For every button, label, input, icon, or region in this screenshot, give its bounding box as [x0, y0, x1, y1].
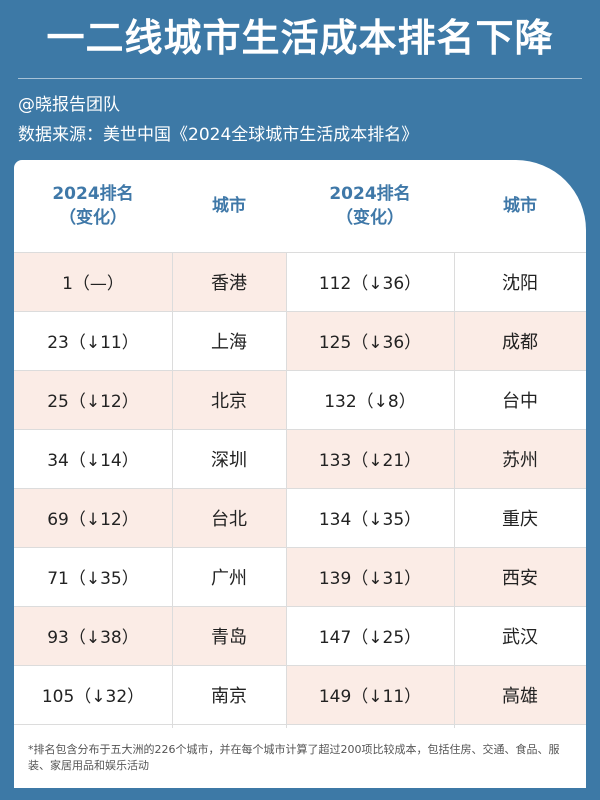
table-cell-city: 香港	[172, 252, 286, 311]
table-cell-rank: 125（↓36）	[286, 311, 454, 370]
table-cell-rank: 112（↓36）	[318, 274, 422, 294]
grid-line	[14, 370, 586, 371]
table-cell-city: 武汉	[502, 626, 538, 648]
header-rank-line1: 2024排名	[52, 184, 134, 204]
table-cell-rank: 132（↓8）	[324, 392, 416, 412]
table-cell-city: 成都	[454, 311, 586, 370]
table-cell-city: 西安	[454, 547, 586, 606]
header-city-text: 城市	[212, 196, 246, 216]
grid-line	[14, 724, 586, 725]
grid-line	[14, 606, 586, 607]
author-label: @晓报告团队	[18, 95, 120, 115]
table-cell-rank: 1（—）	[14, 252, 172, 311]
table-cell-rank: 25（↓12）	[14, 370, 172, 429]
header-city-text: 城市	[503, 196, 537, 216]
table-cell-city: 重庆	[502, 508, 538, 530]
table-cell-rank: 147（↓25）	[318, 628, 422, 648]
table-cell-city: 广州	[211, 567, 247, 589]
table-cell-rank: 133（↓21）	[286, 429, 454, 488]
table-cell-rank: 139（↓31）	[286, 547, 454, 606]
grid-line	[172, 252, 173, 728]
table-cell-city: 台中	[502, 390, 538, 412]
table-cell-rank: 69（↓12）	[14, 488, 172, 547]
table-cell-city: 台北	[172, 488, 286, 547]
grid-line	[14, 488, 586, 489]
table-cell-city: 南京	[211, 685, 247, 707]
table-cell-city: 北京	[172, 370, 286, 429]
table-cell-city: 青岛	[172, 606, 286, 665]
table-cell-rank: 149（↓11）	[286, 665, 454, 724]
table-cell-rank: 34（↓14）	[47, 451, 139, 471]
table-cell-rank: 134（↓35）	[318, 510, 422, 530]
table-cell-city: 高雄	[454, 665, 586, 724]
grid-line	[454, 252, 455, 728]
table-cell-city: 深圳	[211, 449, 247, 471]
header-rank-line1: 2024排名	[329, 184, 411, 204]
header-rank-line2: （变化）	[335, 208, 404, 228]
table-cell-city: 沈阳	[502, 272, 538, 294]
table-cell-city: 上海	[211, 331, 247, 353]
table-cell-rank: 105（↓32）	[41, 687, 145, 707]
table-cell-rank: 23（↓11）	[47, 333, 139, 353]
grid-line	[14, 665, 586, 666]
page-title: 一二线城市生活成本排名下降	[46, 16, 554, 60]
grid-line	[14, 252, 586, 253]
header-rank-left: 2024排名 （变化）	[14, 160, 172, 252]
table-cell-rank: 71（↓35）	[47, 569, 139, 589]
grid-line	[286, 252, 287, 728]
source-label: 数据来源：美世中国《2024全球城市生活成本排名》	[18, 125, 419, 145]
footnote: *排名包含分布于五大洲的226个城市，并在每个城市计算了超过200项比较成本，包…	[28, 743, 560, 772]
grid-line	[14, 547, 586, 548]
ranking-table-card: 2024排名 （变化） 城市 2024排名 （变化） 城市 1（—） 香港 23…	[14, 160, 586, 788]
grid-line	[14, 311, 586, 312]
table-cell-rank: 93（↓38）	[14, 606, 172, 665]
title-divider	[18, 78, 582, 79]
table-cell-city: 苏州	[454, 429, 586, 488]
header-city-left: 城市	[172, 160, 286, 252]
header-rank-line2: （变化）	[58, 208, 127, 228]
header-city-right: 城市	[454, 160, 586, 252]
grid-line	[14, 429, 586, 430]
header-rank-right: 2024排名 （变化）	[286, 160, 454, 252]
